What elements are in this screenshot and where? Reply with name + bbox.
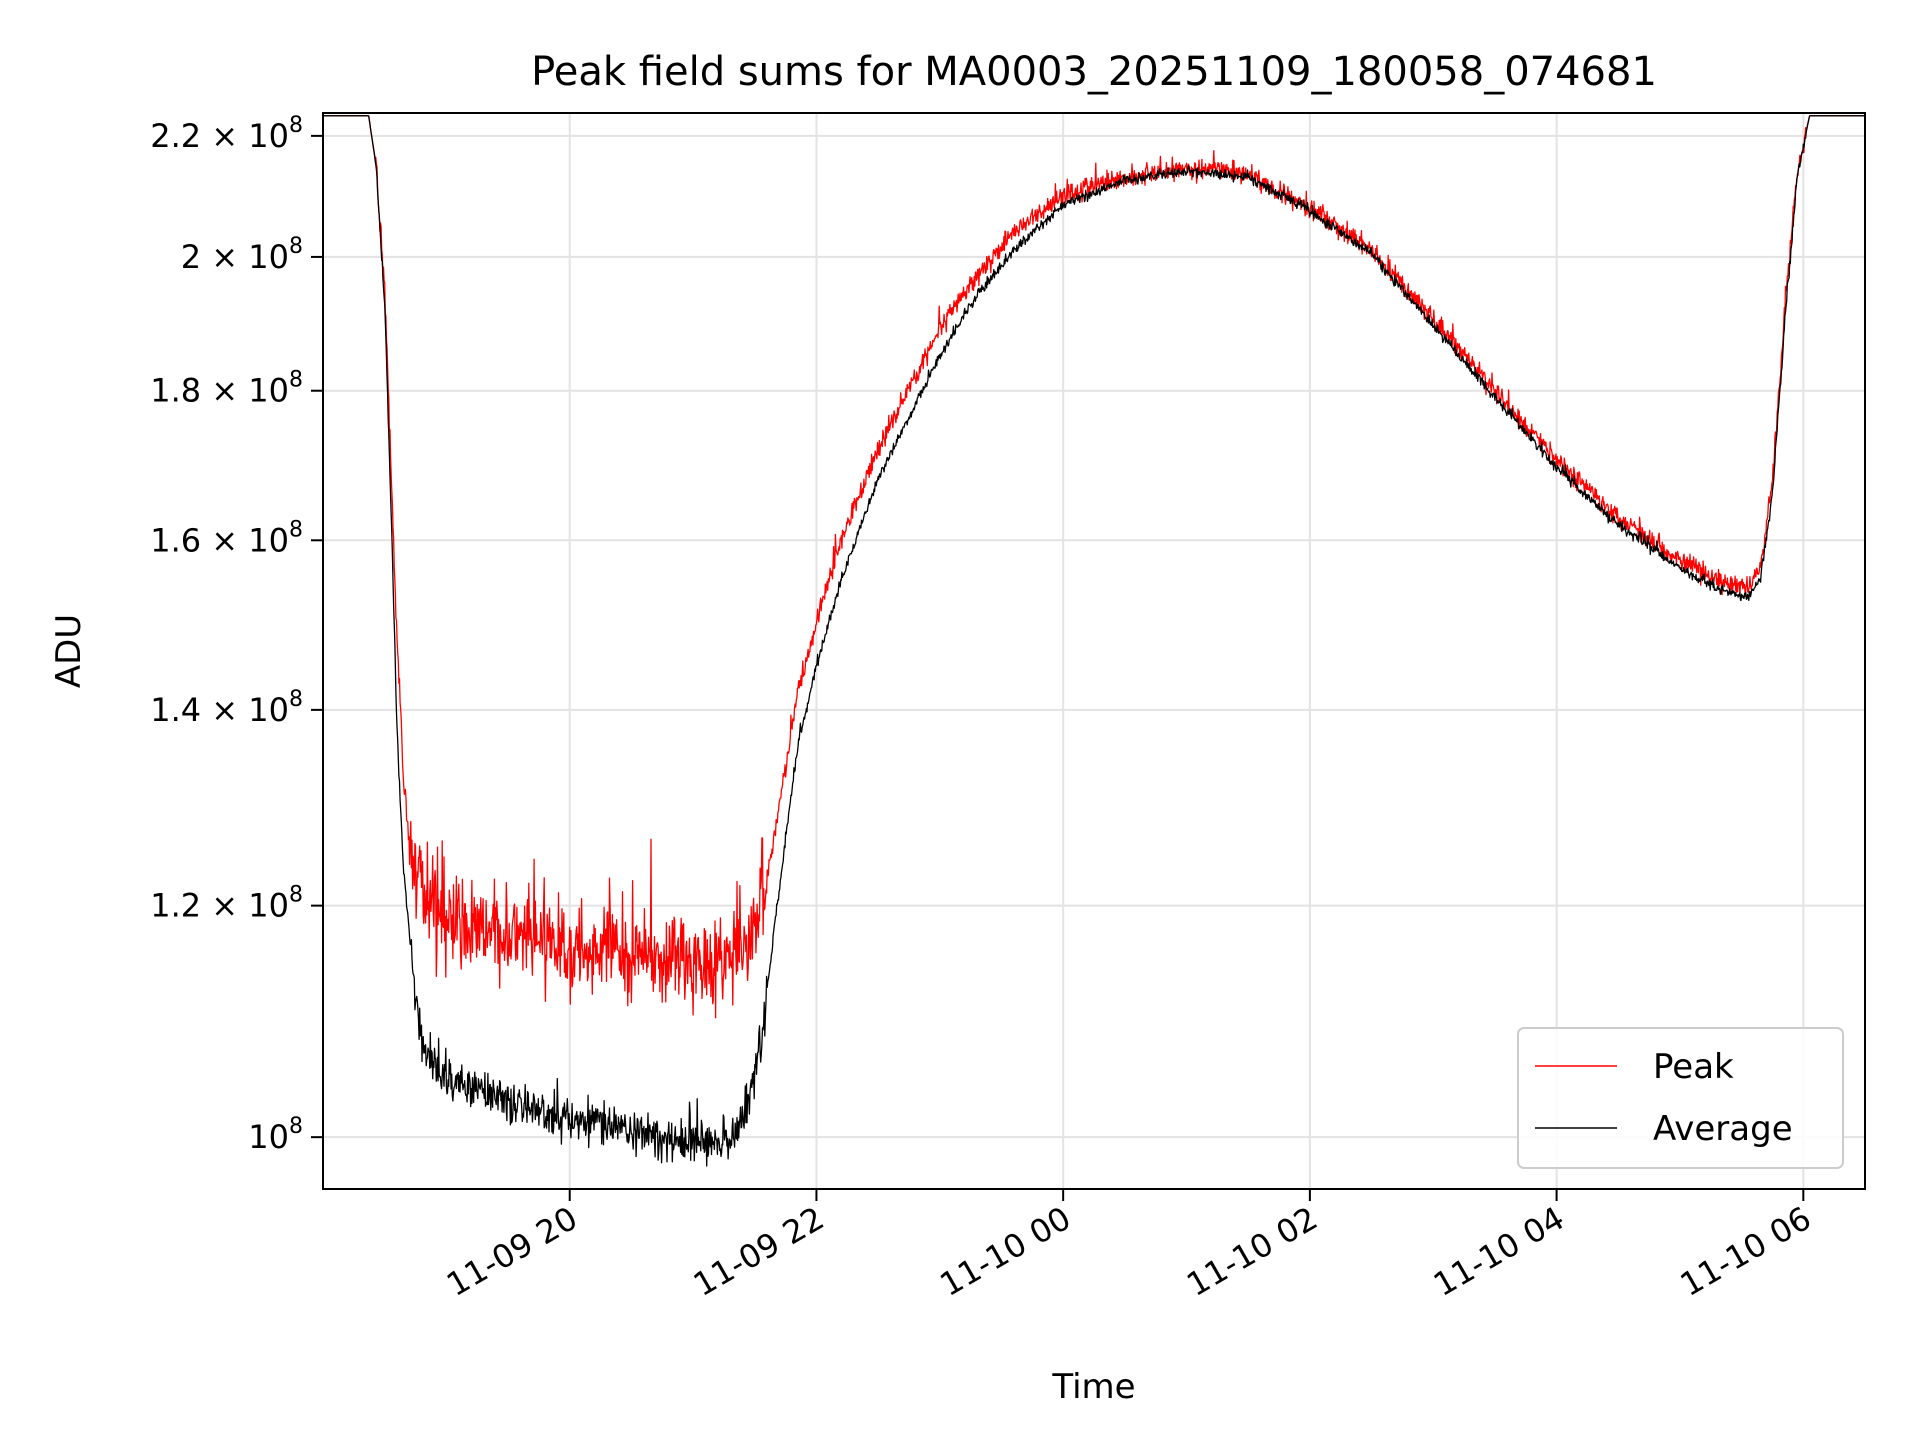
y-tick-label: 2.2 × 108 (150, 113, 303, 155)
series-line-peak (322, 115, 1866, 1019)
y-tick-label: 1.6 × 108 (150, 517, 303, 559)
y-tick-label: 2 × 108 (181, 234, 303, 276)
legend-box (1517, 1027, 1844, 1169)
y-axis-label: ADU (49, 614, 89, 688)
y-tick-label: 1.2 × 108 (150, 883, 303, 925)
x-axis-label: Time (1051, 1367, 1135, 1407)
legend-label-average: Average (1653, 1109, 1793, 1149)
y-tick-label: 1.4 × 108 (150, 687, 303, 729)
chart-title: Peak field sums for MA0003_20251109_1800… (531, 49, 1657, 95)
y-tick-label: 108 (248, 1114, 303, 1156)
y-tick-label: 1.8 × 108 (150, 368, 303, 410)
legend: Peak Average (1517, 1027, 1844, 1169)
legend-label-peak: Peak (1653, 1047, 1734, 1087)
series-layer (322, 115, 1866, 1167)
plot-frame (322, 112, 1866, 1190)
y-axis-ticks: 108 1.2 × 108 1.4 × 108 1.6 × 108 1.8 × 108 2… (150, 113, 323, 1156)
grid-lines (323, 113, 1865, 1189)
series-line-average (322, 115, 1866, 1167)
